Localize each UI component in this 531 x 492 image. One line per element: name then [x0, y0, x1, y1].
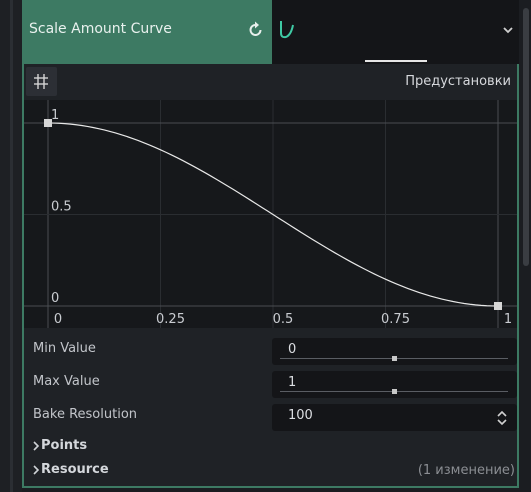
max-value-row: Max Value 1: [24, 367, 517, 400]
resource-section[interactable]: Resource (1 изменение): [24, 459, 517, 481]
y-tick-label: 0: [51, 291, 59, 306]
x-tick-label: 0.5: [273, 312, 294, 327]
curve-editor-panel: Предустановки 0 0.25 0.5 0.75 1 1 0.5 0 Min Val…: [22, 64, 519, 488]
picker-underline: [365, 60, 427, 62]
chevron-right-icon: [33, 441, 40, 451]
chevron-down-icon[interactable]: [502, 24, 514, 36]
spinner-icon[interactable]: [496, 410, 508, 426]
bake-resolution-row: Bake Resolution 100: [24, 400, 517, 433]
resource-section-label: Resource: [41, 462, 109, 477]
property-name: Scale Amount Curve: [29, 21, 172, 37]
grid-icon: [34, 74, 48, 89]
curve-canvas[interactable]: 0 0.25 0.5 0.75 1 1 0.5 0: [24, 100, 517, 328]
curve-preview-icon: [280, 21, 294, 39]
min-value-label: Min Value: [33, 341, 96, 356]
y-tick-label: 1: [51, 108, 59, 123]
snap-grid-toggle[interactable]: [26, 67, 57, 96]
x-tick-label: 0: [54, 312, 62, 327]
x-tick-label: 0.25: [156, 312, 185, 327]
min-value-input[interactable]: 0: [272, 338, 517, 365]
inspector-left-gutter: [0, 0, 22, 492]
curve-point-0[interactable]: [44, 119, 52, 127]
presets-menu[interactable]: Предустановки: [405, 74, 511, 89]
max-value-slider-grabber[interactable]: [392, 389, 397, 394]
min-value-row: Min Value 0: [24, 334, 517, 367]
max-value-value: 1: [288, 375, 297, 390]
chevron-right-icon: [33, 465, 40, 475]
min-value-value: 0: [288, 342, 297, 357]
x-tick-label: 0.75: [381, 312, 410, 327]
property-label[interactable]: Scale Amount Curve: [22, 0, 272, 64]
inspector-scrollbar[interactable]: [521, 0, 531, 492]
curve-line: [47, 122, 499, 307]
revert-icon[interactable]: [247, 19, 265, 41]
bake-resolution-label: Bake Resolution: [33, 407, 138, 422]
max-value-label: Max Value: [33, 374, 100, 389]
x-tick-label: 1: [504, 312, 512, 327]
scrollbar-thumb[interactable]: [523, 8, 529, 266]
curve-resource-picker[interactable]: [272, 0, 519, 64]
max-value-input[interactable]: 1: [272, 371, 517, 398]
y-tick-label: 0.5: [51, 200, 72, 215]
points-section[interactable]: Points: [24, 435, 517, 457]
curve-toolbar: Предустановки: [24, 64, 517, 100]
points-section-label: Points: [41, 438, 88, 453]
property-header: Scale Amount Curve: [22, 0, 519, 64]
curve-point-1[interactable]: [494, 302, 502, 310]
bake-resolution-input[interactable]: 100: [272, 404, 517, 431]
resource-changes-count: (1 изменение): [417, 463, 515, 478]
min-value-slider-grabber[interactable]: [392, 356, 397, 361]
bake-resolution-value: 100: [288, 408, 313, 423]
curve-graph[interactable]: 0 0.25 0.5 0.75 1 1 0.5 0: [24, 100, 517, 328]
